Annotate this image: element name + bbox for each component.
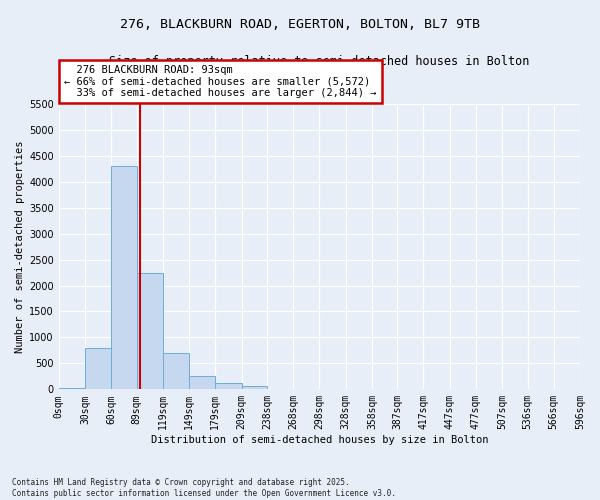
Bar — [163, 353, 189, 390]
Title: Size of property relative to semi-detached houses in Bolton: Size of property relative to semi-detach… — [109, 55, 530, 68]
Bar — [137, 272, 163, 390]
Bar — [189, 376, 215, 390]
Bar — [215, 382, 242, 390]
Bar — [85, 348, 111, 390]
Bar — [59, 388, 85, 390]
Text: 276 BLACKBURN ROAD: 93sqm
← 66% of semi-detached houses are smaller (5,572)
  33: 276 BLACKBURN ROAD: 93sqm ← 66% of semi-… — [64, 65, 376, 98]
Text: 276, BLACKBURN ROAD, EGERTON, BOLTON, BL7 9TB: 276, BLACKBURN ROAD, EGERTON, BOLTON, BL… — [120, 18, 480, 30]
X-axis label: Distribution of semi-detached houses by size in Bolton: Distribution of semi-detached houses by … — [151, 435, 488, 445]
Text: Contains HM Land Registry data © Crown copyright and database right 2025.
Contai: Contains HM Land Registry data © Crown c… — [12, 478, 396, 498]
Bar — [242, 386, 267, 390]
Bar — [111, 166, 137, 390]
Y-axis label: Number of semi-detached properties: Number of semi-detached properties — [15, 140, 25, 353]
